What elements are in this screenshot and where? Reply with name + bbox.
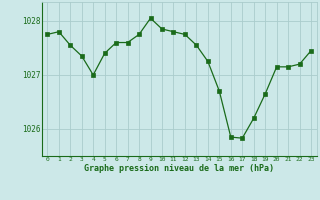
X-axis label: Graphe pression niveau de la mer (hPa): Graphe pression niveau de la mer (hPa): [84, 164, 274, 173]
